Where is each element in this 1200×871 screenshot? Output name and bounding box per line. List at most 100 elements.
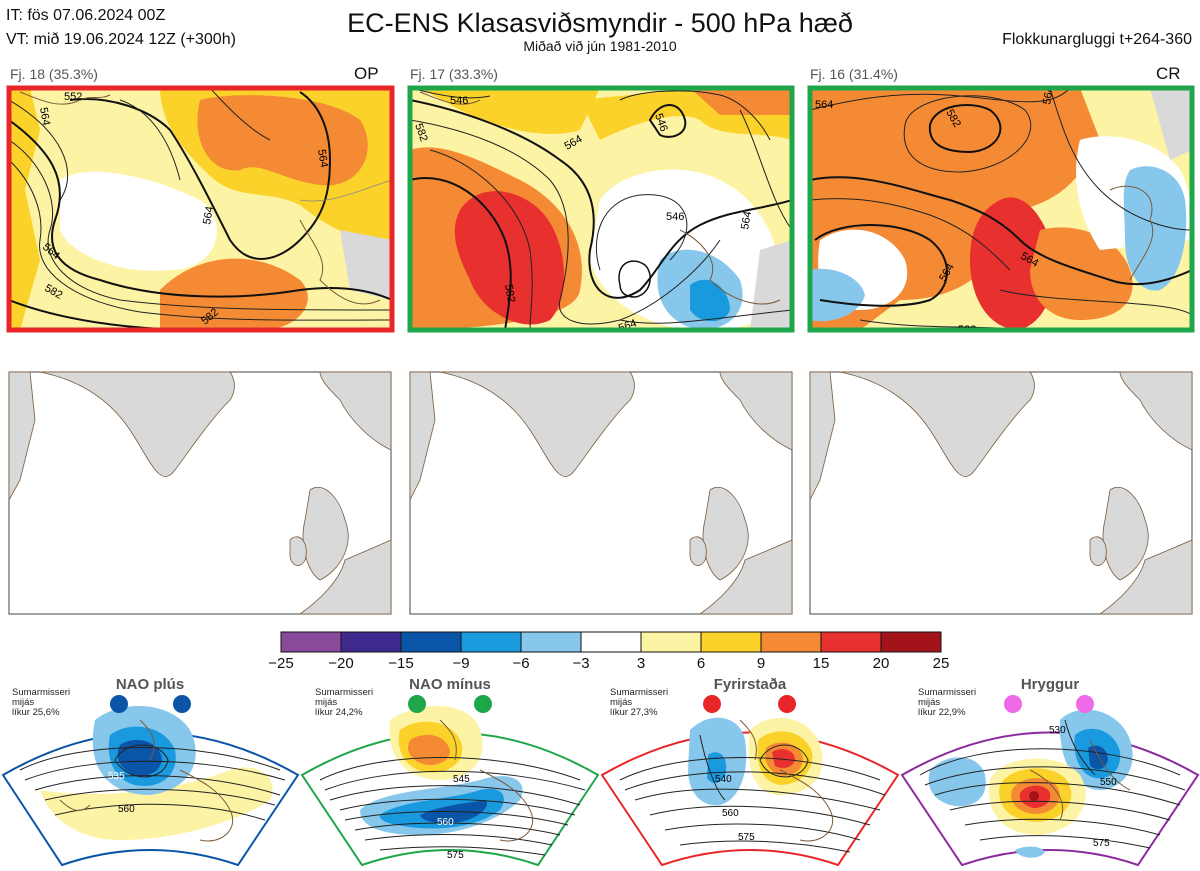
panel-3-border	[807, 85, 1195, 333]
regime-3-note-line2: mijás	[610, 697, 633, 708]
colorbar-tick-label: 9	[756, 655, 766, 672]
regime-1-note: Sumarmisseri mijás líkur 25,6%	[12, 688, 70, 718]
regime-3-marker-right	[778, 695, 796, 713]
regime-4-note-line3: líkur 22,9%	[918, 707, 966, 718]
init-time: IT: fös 07.06.2024 00Z	[6, 7, 166, 24]
regime-2-marker-right	[474, 695, 492, 713]
colorbar-tick-label: −25	[268, 655, 294, 672]
regime-1-label-535: 535	[108, 771, 125, 782]
regime-1-marker-left	[110, 695, 128, 713]
regime-3-label-560: 560	[722, 808, 739, 819]
regime-3-label-540: 540	[715, 774, 732, 785]
regime-2-title: NAO mínus	[409, 676, 491, 693]
svg-text:546: 546	[652, 112, 670, 133]
regime-4-title: Hryggur	[1020, 676, 1080, 693]
regime-4-note-line1: Sumarmisseri	[918, 687, 977, 698]
svg-text:546: 546	[450, 95, 468, 107]
svg-text:582: 582	[958, 324, 976, 336]
regime-4-marker-right	[1076, 695, 1094, 713]
colorbar-swatch	[760, 631, 822, 653]
regime-2-label-575: 575	[447, 850, 464, 861]
valid-time: VT: mið 19.06.2024 12Z (+300h)	[6, 31, 236, 48]
colorbar-tick-label: −9	[452, 655, 470, 672]
colorbar-swatch	[460, 631, 522, 653]
regime-3-note-line3: líkur 27,3%	[610, 707, 658, 718]
regime-1-label-560: 560	[118, 804, 135, 815]
colorbar-tick-label: −15	[388, 655, 414, 672]
colorbar-swatch	[880, 631, 942, 653]
regime-1-note-line2: mijás	[12, 697, 35, 708]
colorbar-swatch	[340, 631, 402, 653]
panel-1-label: Fj. 18 (35.3%)	[10, 66, 98, 82]
empty-map-1	[8, 371, 392, 615]
empty-map-2	[409, 371, 793, 615]
empty-map-3	[809, 371, 1193, 615]
regime-2-label-545: 545	[453, 774, 470, 785]
regime-1-note-line1: Sumarmisseri	[12, 687, 71, 698]
regime-2-marker-left	[408, 695, 426, 713]
regime-2-note-line2: mijás	[315, 697, 338, 708]
svg-text:546: 546	[666, 211, 684, 223]
regime-3-marker-left	[703, 695, 721, 713]
svg-text:582: 582	[502, 283, 517, 303]
cluster-map-1: 564 552 564 564 564 582 582	[9, 88, 392, 330]
colorbar-tick-label: 3	[636, 655, 646, 672]
panel-3-tag: CR	[1156, 64, 1181, 83]
regime-1-note-line3: líkur 25,6%	[12, 707, 60, 718]
svg-text:564: 564	[37, 106, 52, 126]
panel-1-tag: OP	[354, 64, 379, 83]
colorbar-tick-label: 25	[932, 655, 950, 672]
regime-3-note-line1: Sumarmisseri	[610, 687, 669, 698]
regime-4-label-550: 550	[1100, 777, 1117, 788]
regime-1-marker-right	[173, 695, 191, 713]
regime-2-label-560: 560	[437, 817, 454, 828]
svg-text:564: 564	[739, 210, 754, 230]
cluster-map-3: 564 582 564 564 564 582	[810, 85, 1192, 336]
colorbar-swatch	[700, 631, 762, 653]
colorbar-swatch	[820, 631, 882, 653]
regime-3-title: Fyrirstaða	[713, 676, 787, 693]
colorbar-tick-label: −20	[328, 655, 354, 672]
colorbar-swatch	[520, 631, 582, 653]
colorbar-swatch	[400, 631, 462, 653]
regime-2-note: Sumarmisseri mijás líkur 24,2%	[315, 688, 373, 718]
regime-map-nao-plus: 535 560	[1, 706, 300, 867]
svg-text:564: 564	[201, 205, 216, 225]
regime-4-label-530: 530	[1049, 725, 1066, 736]
page-title: EC-ENS Klasasviðsmyndir - 500 hPa hæð	[347, 8, 853, 38]
colorbar-tick-label: −3	[572, 655, 590, 672]
regime-2-note-line1: Sumarmisseri	[315, 687, 374, 698]
colorbar-tick-label: 6	[696, 655, 706, 672]
colorbar-tick-label: 15	[812, 655, 830, 672]
regime-2-note-line3: líkur 24,2%	[315, 707, 363, 718]
regime-1-title: NAO plús	[115, 676, 185, 693]
svg-text:564: 564	[815, 99, 833, 111]
panel-2-label: Fj. 17 (33.3%)	[410, 66, 498, 82]
regime-4-note-line2: mijás	[918, 697, 941, 708]
cluster-map-2: 546 582 564 546 546 564 582 564	[410, 88, 792, 330]
colorbar	[280, 631, 942, 653]
regime-4-note: Sumarmisseri mijás líkur 22,9%	[918, 688, 976, 718]
regime-map-fyrirstada: 540 560 575	[600, 717, 900, 867]
panel-3-label: Fj. 16 (31.4%)	[810, 66, 898, 82]
colorbar-tick-label: 20	[872, 655, 890, 672]
panel-2-border	[407, 85, 795, 333]
colorbar-swatch	[580, 631, 642, 653]
colorbar-swatch	[280, 631, 342, 653]
regime-4-label-575: 575	[1093, 838, 1110, 849]
svg-text:564: 564	[315, 148, 330, 168]
colorbar-swatch	[640, 631, 702, 653]
regime-3-note: Sumarmisseri mijás líkur 27,3%	[610, 688, 668, 718]
colorbar-tick-label: −6	[512, 655, 530, 672]
page-subtitle: Miðað við jún 1981-2010	[523, 38, 677, 54]
regime-3-label-575: 575	[738, 832, 755, 843]
svg-text:552: 552	[64, 91, 82, 103]
regime-map-nao-minus: 545 560 575	[300, 706, 600, 867]
svg-text:582: 582	[412, 122, 430, 143]
regime-map-hryggur: 530 550 575	[900, 709, 1200, 867]
panel-1-border	[6, 85, 395, 333]
svg-text:564: 564	[1041, 85, 1056, 105]
classification-window: Flokkunargluggi t+264-360	[1002, 31, 1192, 48]
regime-4-marker-left	[1004, 695, 1022, 713]
